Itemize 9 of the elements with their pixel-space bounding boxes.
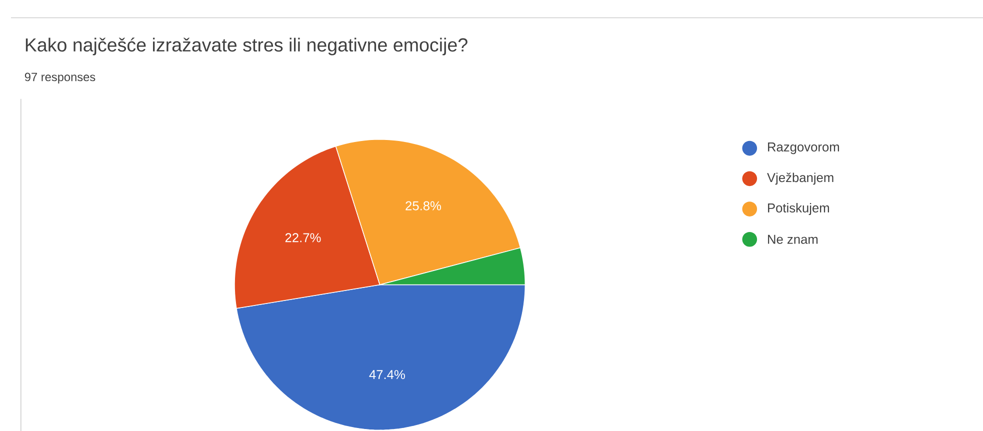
data-label: 22.7%: [285, 233, 321, 242]
legend-label: Vježbanjem: [767, 172, 834, 185]
chart-title: Kako najčešće izražavate stres ili negativne emocije?: [26, 38, 468, 56]
data-label: 47.4%: [369, 370, 405, 380]
legend-label: Ne znam: [768, 234, 818, 244]
text: 97 responses: [24, 72, 96, 84]
legend-label: Potiskujem: [768, 202, 829, 215]
legend-label: Razgovorom: [768, 142, 839, 154]
data-label: 25.8%: [406, 201, 442, 210]
